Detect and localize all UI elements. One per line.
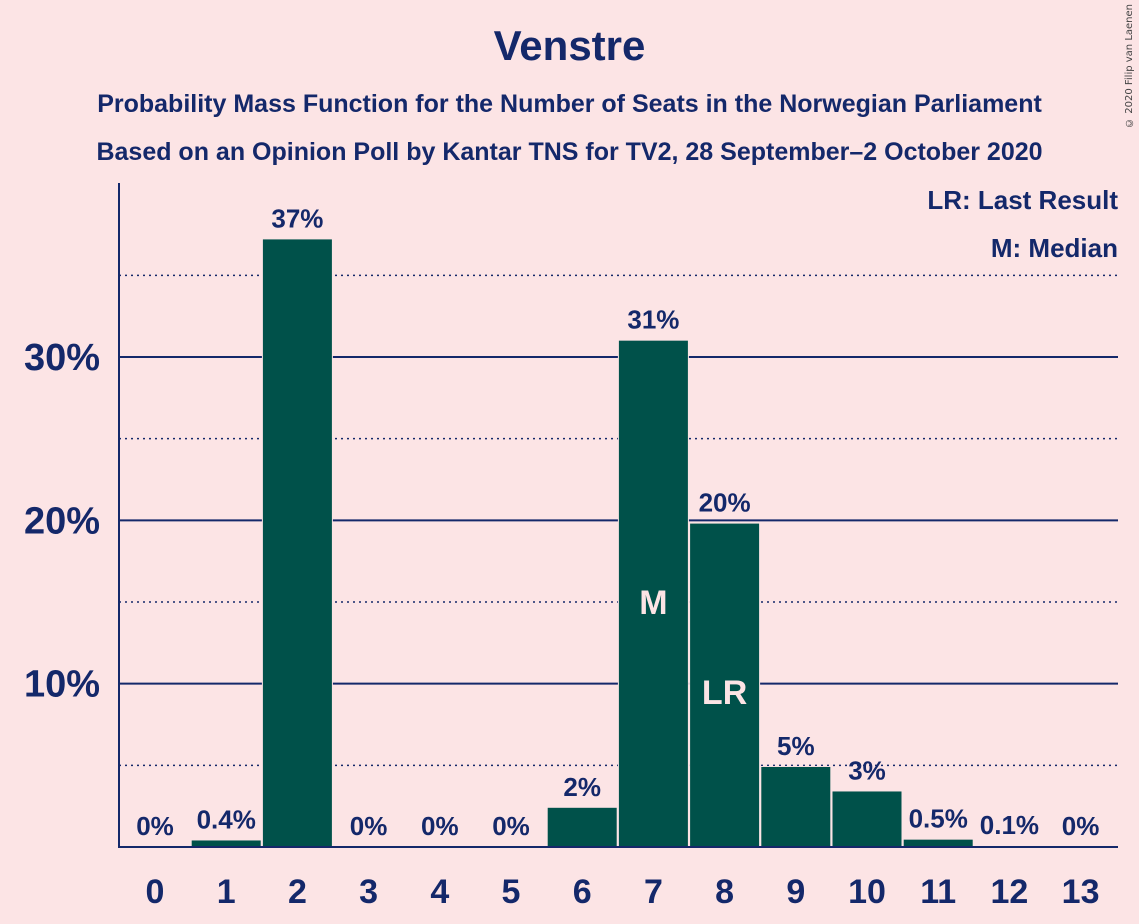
x-tick-label: 11: [920, 873, 956, 911]
chart-title: Venstre: [493, 22, 646, 69]
x-tick-label: 2: [288, 873, 307, 911]
x-tick-label: 12: [990, 873, 1028, 911]
bar: [262, 239, 332, 847]
bar: [547, 807, 617, 847]
x-tick-label: 5: [502, 873, 521, 911]
chart-subtitle-line2: Based on an Opinion Poll by Kantar TNS f…: [96, 138, 1043, 166]
bars-group: [190, 238, 1045, 847]
data-label: 37%: [271, 203, 323, 233]
x-tick-label: 10: [848, 873, 886, 911]
data-label: 0%: [350, 811, 388, 841]
bar: [832, 791, 902, 847]
x-tick-label: 13: [1062, 873, 1100, 911]
x-tick-label: 9: [786, 873, 805, 911]
x-tick-label: 4: [430, 873, 449, 911]
legend-group: LR: Last Result M: Median: [927, 185, 1118, 263]
bar: [903, 839, 973, 847]
x-tick-label: 7: [644, 873, 663, 911]
x-tick-label: 6: [573, 873, 592, 911]
axes-group: 10%20%30%0 1 2 3 4 5 6 7 8 9 10 11 12 13: [24, 183, 1118, 911]
data-label: 0%: [421, 811, 459, 841]
data-label: 0%: [136, 811, 174, 841]
data-label: 0%: [492, 811, 530, 841]
legend-entry: M: Median: [991, 233, 1118, 263]
value-labels-group: 0% 0.4% 37% 0% 0% 0% 2% 31% M 20% LR 5% 3% 0.5% 0.1% 0%: [136, 203, 1099, 841]
data-label: 31%: [627, 305, 679, 335]
bar-marker-label: M: [639, 584, 667, 622]
x-tick-label: 1: [217, 873, 236, 911]
data-label: 0%: [1062, 811, 1100, 841]
data-label: 0.1%: [980, 810, 1039, 840]
y-tick-label: 10%: [24, 664, 100, 706]
x-tick-label: 0: [146, 873, 165, 911]
bar: [761, 766, 831, 847]
x-tick-label: 8: [715, 873, 734, 911]
data-label: 0.4%: [197, 804, 256, 834]
bar: [618, 340, 688, 847]
data-label: 3%: [848, 755, 886, 785]
bar: [690, 523, 760, 847]
x-tick-label: 3: [359, 873, 378, 911]
data-label: 0.5%: [909, 804, 968, 834]
chart-subtitle-line1: Probability Mass Function for the Number…: [97, 90, 1042, 118]
data-label: 5%: [777, 731, 815, 761]
bar: [191, 840, 261, 847]
data-label: 20%: [699, 488, 751, 518]
bar-marker-label: LR: [702, 674, 747, 712]
y-tick-label: 20%: [24, 500, 100, 542]
data-label: 2%: [563, 772, 601, 802]
legend-entry: LR: Last Result: [927, 185, 1118, 215]
y-tick-label: 30%: [24, 337, 100, 379]
